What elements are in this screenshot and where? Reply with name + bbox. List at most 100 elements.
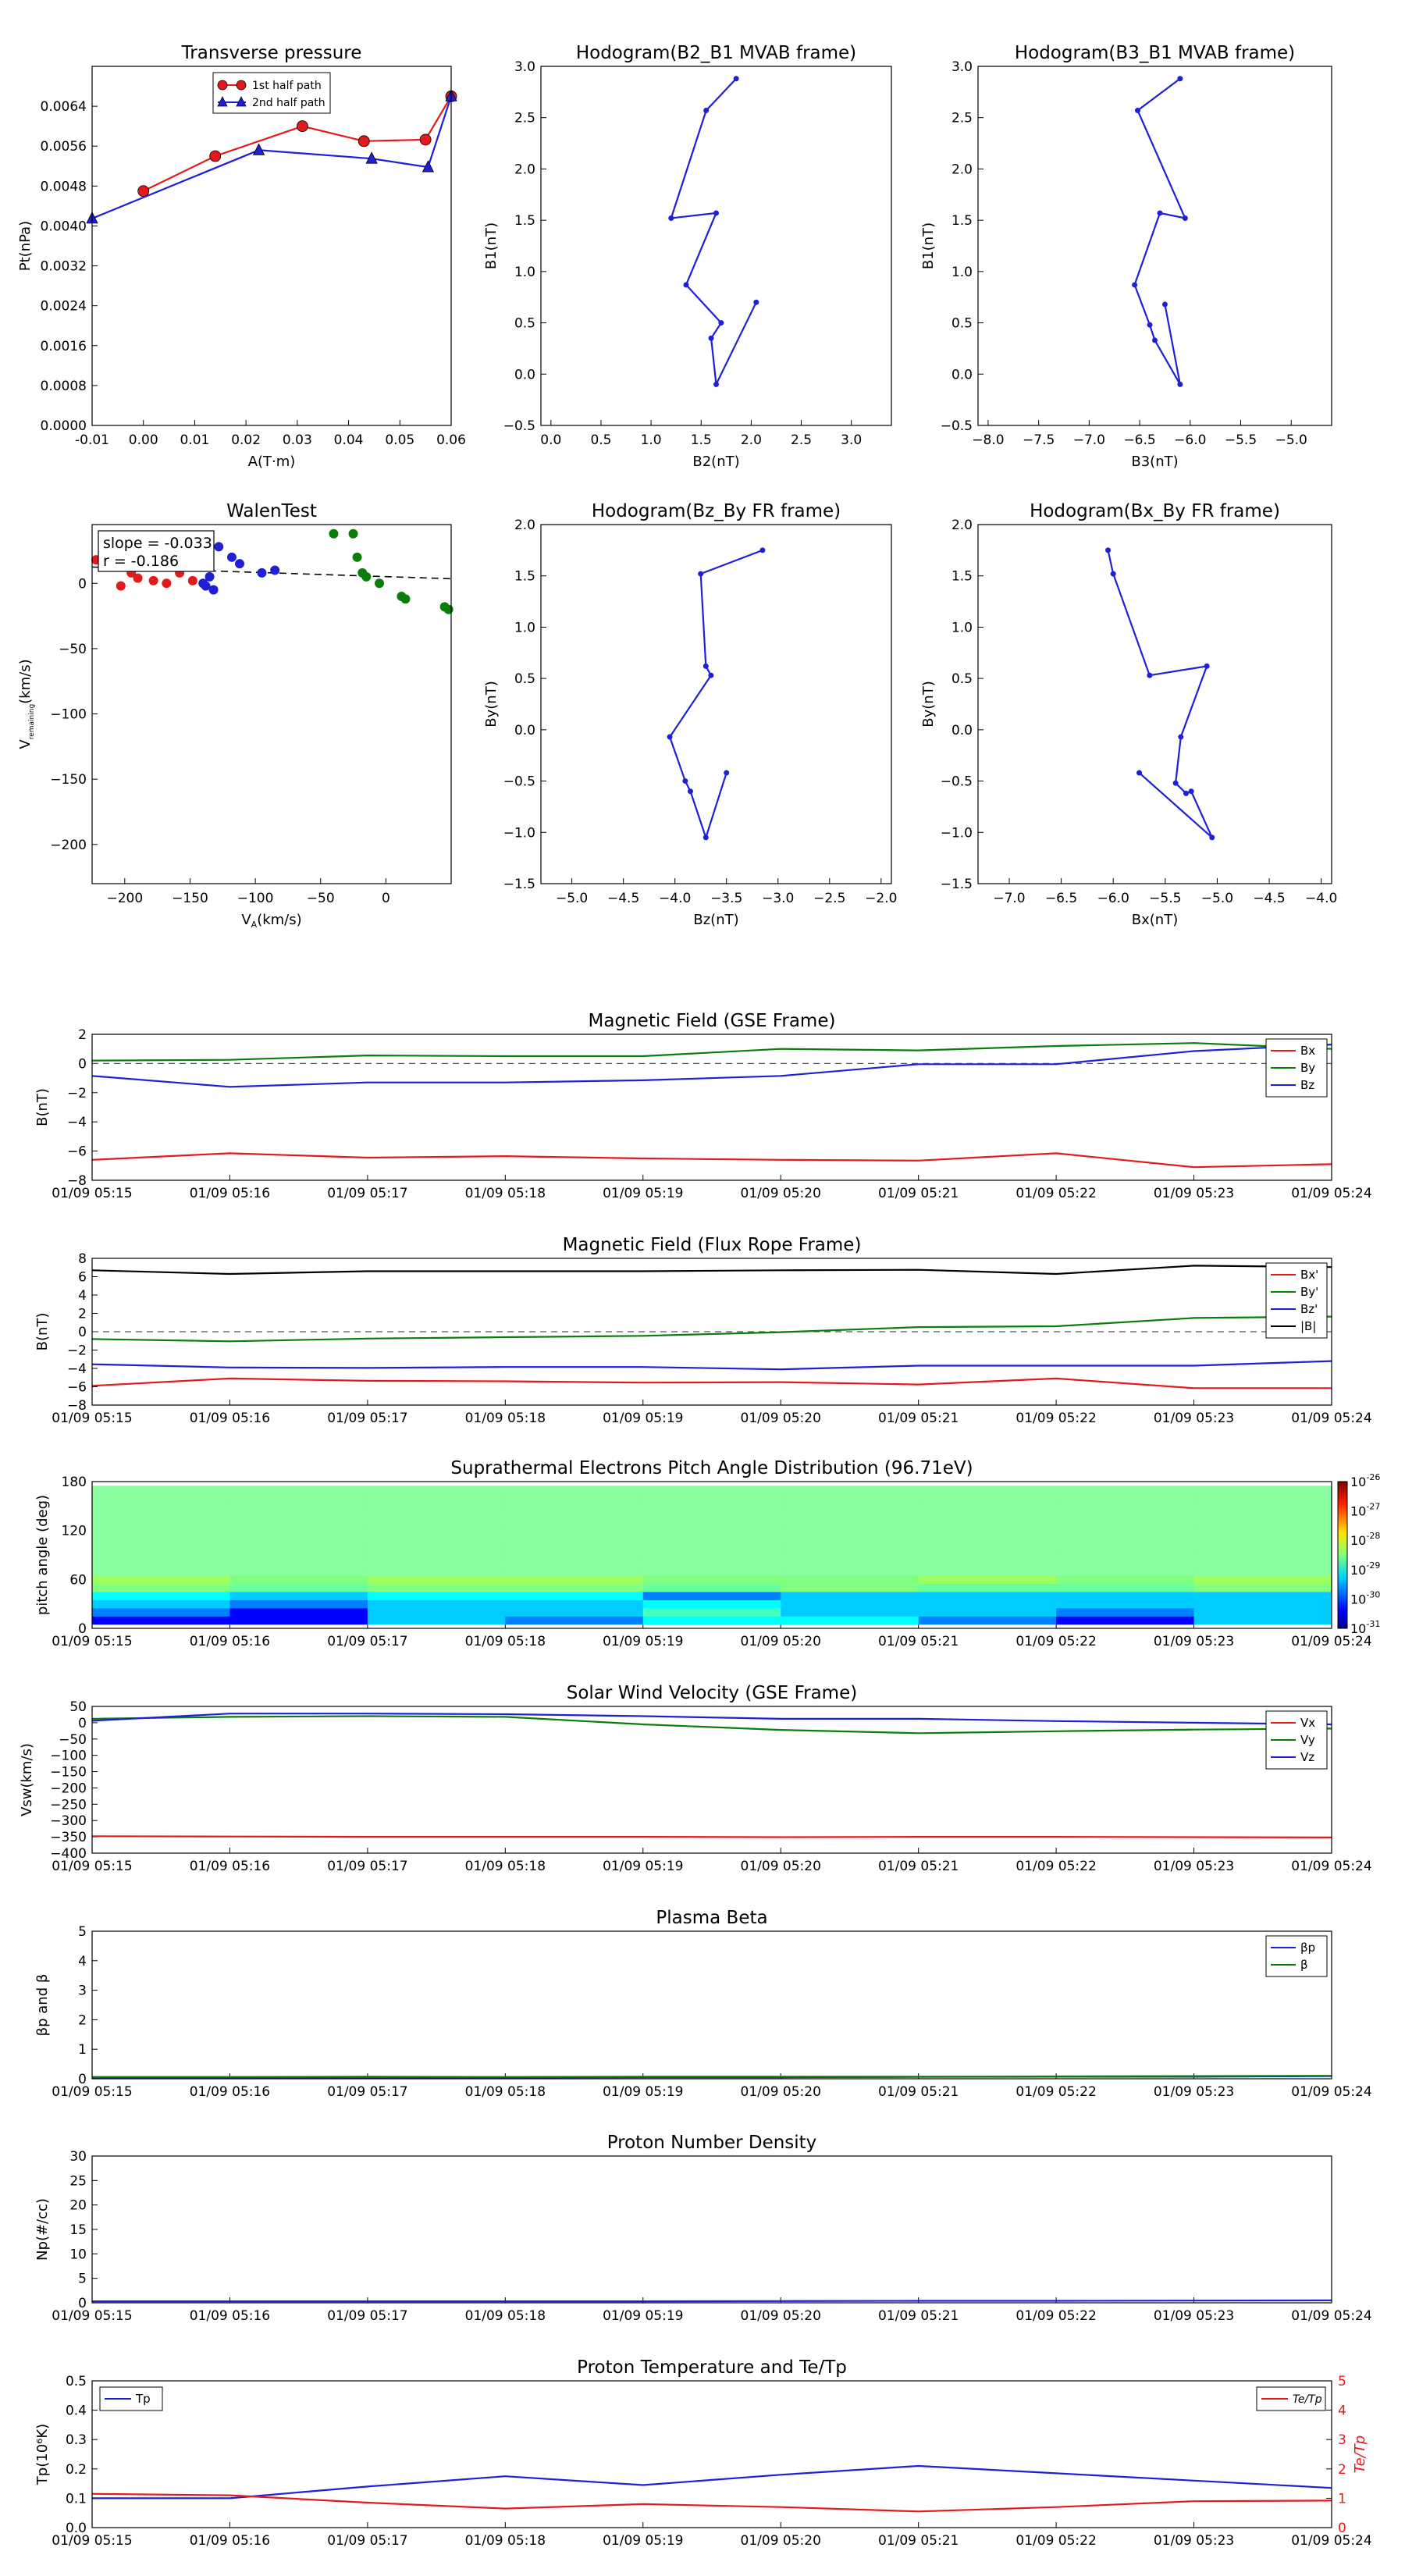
hzy-ytick-label: 0.5 <box>514 671 535 687</box>
bfr-xtick-label: 01/09 05:20 <box>741 1411 821 1426</box>
tp-series-line-1 <box>91 2492 1332 2513</box>
pt-marker-circle <box>419 133 432 146</box>
hxy-hodogram-point <box>1188 788 1194 795</box>
pad-cell <box>505 1592 644 1600</box>
h31-hodogram-point <box>1182 215 1188 222</box>
bgse-ytick-label: −8 <box>67 1173 87 1189</box>
bfr-xtick-label: 01/09 05:19 <box>603 1411 683 1426</box>
pt-marker-circle <box>357 135 370 148</box>
tp-series-line-0 <box>92 2464 1332 2500</box>
pt-marker-circle <box>137 185 150 197</box>
h21-ylabel: B1(nT) <box>483 222 500 269</box>
pad-cell <box>505 1559 644 1568</box>
pad-cell <box>918 1502 1057 1511</box>
walen-xtick-label: −50 <box>307 891 335 906</box>
pad-cell <box>229 1485 368 1495</box>
beta-ytick-label: 4 <box>78 1954 87 1969</box>
vsw-legend-label: Vy <box>1300 1733 1315 1747</box>
pad-cell <box>642 1616 781 1625</box>
pad-cell <box>367 1575 506 1585</box>
pad-cell <box>229 1575 368 1585</box>
hxy-hodogram-point <box>1110 571 1116 577</box>
pad-cell <box>781 1550 919 1560</box>
h21-hodogram-point <box>708 335 714 341</box>
bgse-ylabel: B(nT) <box>34 1088 51 1126</box>
pt-title: Transverse pressure <box>181 43 362 63</box>
walen-annotation-line: slope = -0.033 <box>103 535 212 552</box>
pad-cell <box>367 1518 506 1527</box>
h31-ytick-label: 0.5 <box>951 316 973 332</box>
bfr-xtick-label: 01/09 05:18 <box>465 1411 546 1426</box>
pad-cell <box>505 1542 644 1552</box>
hxy-hodogram-point <box>1105 547 1112 553</box>
vsw-axes-frame <box>91 1706 1332 1854</box>
pad-cell <box>229 1526 368 1535</box>
pad-cell <box>92 1542 230 1552</box>
walen-ytick-label: 0 <box>78 576 87 592</box>
hxy-xtick-label: −4.0 <box>1305 891 1337 906</box>
pad-cell <box>918 1534 1057 1543</box>
pad-cell <box>918 1542 1057 1552</box>
hxy-ytick-label: 0.5 <box>951 671 973 687</box>
np-xtick-label: 01/09 05:17 <box>327 2308 407 2324</box>
bfr-xtick-label: 01/09 05:22 <box>1016 1411 1096 1426</box>
pt-marker-triangle <box>365 151 378 164</box>
vsw-xtick-label: 01/09 05:17 <box>327 1859 407 1874</box>
pad-colorbar-label: 10-30 <box>1350 1589 1380 1606</box>
pad-cell <box>918 1592 1057 1600</box>
hzy-hodogram-point <box>698 571 704 577</box>
h31-xtick-label: −6.5 <box>1123 432 1155 448</box>
vsw-xtick-label: 01/09 05:18 <box>465 1859 546 1874</box>
pad-cell <box>1056 1592 1195 1600</box>
pad-cell <box>1056 1542 1195 1552</box>
tp-legend-label: Te/Tp <box>1293 2393 1322 2406</box>
hxy-xtick-label: −4.5 <box>1253 891 1285 906</box>
vsw-ytick-label: −200 <box>50 1781 87 1796</box>
pt-legend <box>212 72 331 114</box>
bgse-series-line-2 <box>91 1044 1332 1088</box>
pad-cell <box>1193 1616 1332 1625</box>
pad-cell <box>918 1493 1057 1503</box>
h31-xtick-label: −7.0 <box>1073 432 1105 448</box>
hzy-title: Hodogram(Bz_By FR frame) <box>592 501 841 521</box>
pad-axes-frame <box>91 1481 1332 1629</box>
hxy-hodogram-point <box>1209 834 1215 841</box>
np-ytick-label: 5 <box>78 2272 87 2287</box>
hzy-ytick-label: 0.0 <box>514 723 535 738</box>
pad-colorbar-exponent: -31 <box>1366 1619 1380 1629</box>
pad-cell <box>367 1550 506 1560</box>
pad-cell <box>505 1502 644 1511</box>
pad-cell <box>92 1526 230 1535</box>
pad-cell <box>642 1567 781 1576</box>
hzy-xlabel: Bz(nT) <box>693 912 738 928</box>
pad-xtick-label: 01/09 05:19 <box>603 1634 683 1649</box>
pad-cell <box>229 1616 368 1625</box>
pad-xtick-label: 01/09 05:20 <box>741 1634 821 1649</box>
tp-xtick-label: 01/09 05:17 <box>327 2533 407 2549</box>
h21-hodogram-point <box>668 215 674 222</box>
np-ytick-label: 0 <box>78 2296 87 2311</box>
walen-ylabel-subscript: remaining <box>28 704 36 739</box>
hxy-title: Hodogram(Bx_By FR frame) <box>1030 501 1280 521</box>
hxy-ytick-label: 1.5 <box>951 569 973 585</box>
tp-xtick-label: 01/09 05:19 <box>603 2533 683 2549</box>
pt-xtick-label: 0.00 <box>129 432 158 448</box>
walen-point-1 <box>205 571 215 582</box>
walen-point-0 <box>148 575 158 585</box>
bgse-axes-frame <box>91 1034 1332 1181</box>
h31-hodogram-point <box>1177 381 1183 387</box>
vsw-xtick-label: 01/09 05:19 <box>603 1859 683 1874</box>
bgse-ytick-label: −4 <box>67 1115 87 1130</box>
beta-xtick-label: 01/09 05:20 <box>741 2084 821 2100</box>
pad-cell <box>642 1526 781 1535</box>
bfr-title: Magnetic Field (Flux Rope Frame) <box>563 1235 862 1255</box>
pad-cell <box>781 1485 919 1495</box>
pad-cell <box>1056 1518 1195 1527</box>
pad-cell <box>505 1567 644 1576</box>
bgse-ytick-label: −2 <box>67 1086 87 1101</box>
pad-cell <box>918 1485 1057 1495</box>
h31-xtick-label: −5.0 <box>1275 432 1307 448</box>
hxy-axes-frame <box>977 524 1332 884</box>
pad-cell <box>918 1550 1057 1560</box>
walen-point-2 <box>352 552 362 562</box>
